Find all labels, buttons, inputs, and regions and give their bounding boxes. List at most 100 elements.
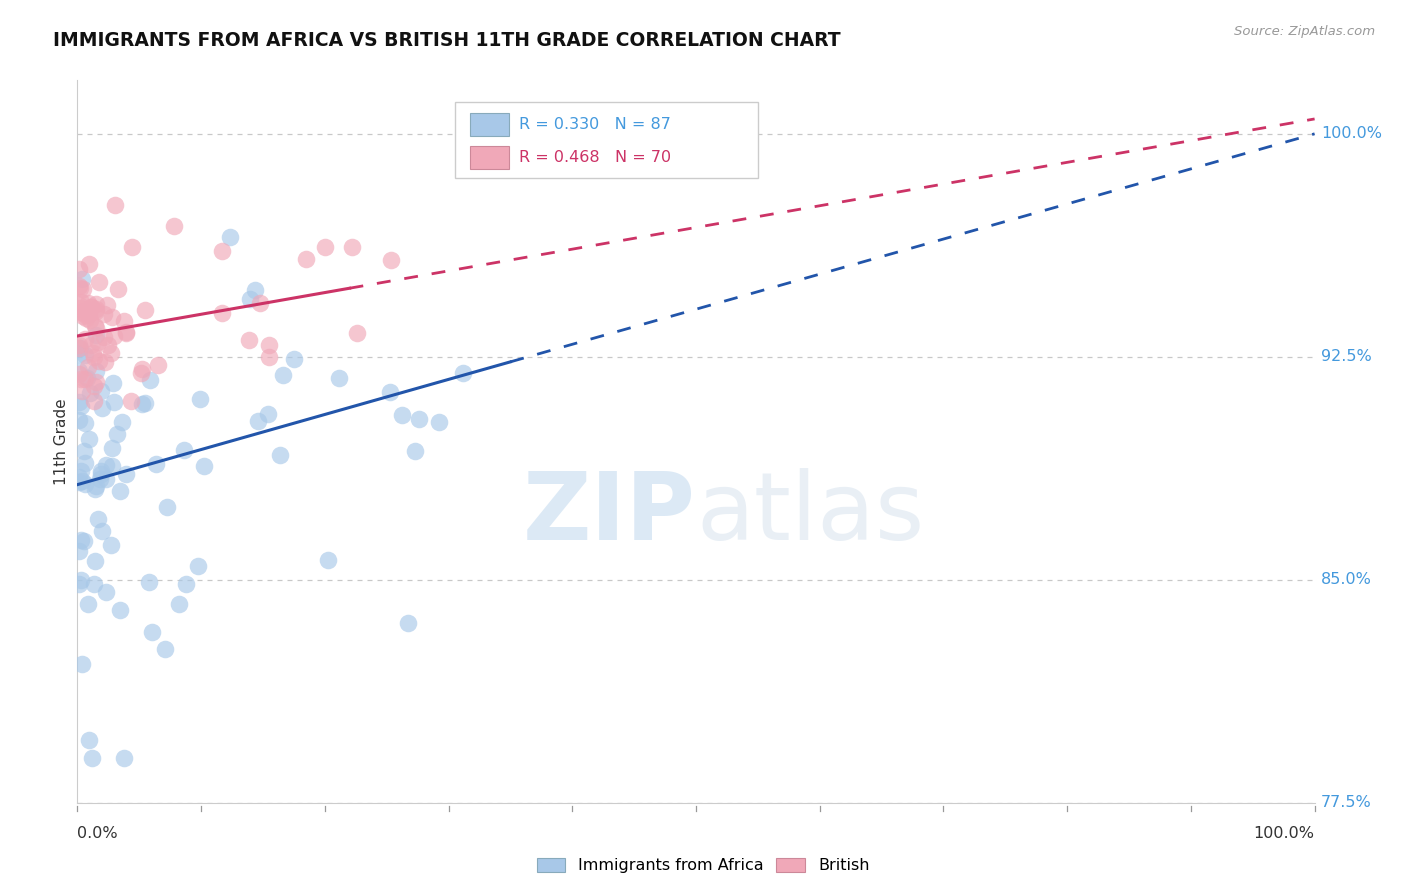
Point: [75, 310, 97, 325]
Point: [70, 657, 93, 672]
Point: [84, 554, 107, 568]
Point: [138, 574, 160, 589]
Point: [314, 240, 336, 254]
Point: [90, 463, 112, 477]
Text: R = 0.330   N = 87: R = 0.330 N = 87: [519, 117, 671, 132]
Point: [153, 642, 176, 657]
Point: [90, 524, 112, 538]
Point: [173, 443, 195, 458]
Point: [67, 261, 90, 276]
Point: [380, 253, 402, 268]
Point: [115, 467, 138, 481]
Point: [67, 337, 90, 351]
Point: [94, 585, 117, 599]
Point: [101, 376, 124, 391]
Point: [83, 483, 105, 497]
Point: [100, 538, 122, 552]
Point: [72, 282, 94, 296]
Point: [75, 308, 97, 322]
Point: [94, 355, 117, 369]
Point: [269, 448, 291, 462]
Point: [69, 400, 91, 414]
Bar: [470, 112, 509, 136]
Point: [112, 751, 135, 765]
Point: [131, 362, 153, 376]
Point: [77, 257, 100, 271]
Text: ZIP: ZIP: [523, 467, 696, 560]
Point: [84, 364, 107, 378]
Point: [211, 306, 233, 320]
Point: [67, 577, 90, 591]
Point: [67, 367, 90, 381]
Bar: [454, 102, 758, 178]
Point: [96, 297, 118, 311]
Point: [93, 330, 115, 344]
Point: [247, 414, 270, 428]
Point: [245, 283, 267, 297]
Point: [129, 366, 152, 380]
Point: [67, 395, 90, 409]
Point: [83, 394, 105, 409]
Point: [77, 598, 100, 612]
Point: [77, 733, 100, 747]
Point: [79, 300, 101, 314]
Point: [76, 371, 98, 385]
Point: [80, 751, 103, 765]
Bar: [470, 146, 509, 169]
Point: [427, 416, 450, 430]
Point: [257, 338, 280, 352]
Point: [89, 275, 111, 289]
Point: [148, 358, 170, 372]
Point: [131, 397, 153, 411]
Point: [67, 475, 90, 489]
Point: [67, 298, 90, 312]
Point: [84, 301, 107, 316]
Point: [79, 313, 101, 327]
Point: [87, 353, 110, 368]
Point: [103, 395, 125, 409]
Point: [283, 352, 305, 367]
Point: [391, 409, 413, 423]
Point: [89, 472, 111, 486]
Point: [100, 310, 122, 325]
Point: [69, 341, 91, 355]
Point: [79, 307, 101, 321]
Text: 0.0%: 0.0%: [77, 826, 118, 841]
Point: [100, 346, 122, 360]
Point: [67, 347, 90, 361]
Point: [211, 244, 233, 258]
Point: [451, 366, 474, 380]
Point: [72, 309, 94, 323]
Point: [79, 385, 101, 400]
Point: [72, 272, 94, 286]
Point: [77, 295, 100, 310]
Point: [79, 433, 101, 447]
Point: [404, 444, 426, 458]
Point: [84, 319, 107, 334]
Point: [193, 458, 215, 473]
Point: [75, 456, 97, 470]
Point: [188, 392, 211, 406]
Point: [110, 484, 132, 499]
Point: [163, 219, 186, 233]
Point: [271, 368, 294, 383]
Point: [408, 412, 430, 426]
Point: [156, 500, 179, 514]
Point: [84, 303, 107, 318]
Point: [70, 533, 93, 548]
Point: [70, 474, 93, 488]
Point: [97, 337, 120, 351]
Text: 92.5%: 92.5%: [1320, 350, 1371, 364]
Point: [259, 351, 281, 365]
Y-axis label: 11th Grade: 11th Grade: [53, 398, 69, 485]
Point: [75, 477, 97, 491]
Point: [83, 351, 105, 365]
Point: [73, 348, 96, 362]
Point: [346, 326, 368, 340]
Point: [84, 479, 107, 493]
Point: [70, 384, 93, 398]
Point: [67, 469, 90, 483]
Point: [87, 335, 110, 350]
Point: [141, 624, 163, 639]
Point: [328, 371, 350, 385]
